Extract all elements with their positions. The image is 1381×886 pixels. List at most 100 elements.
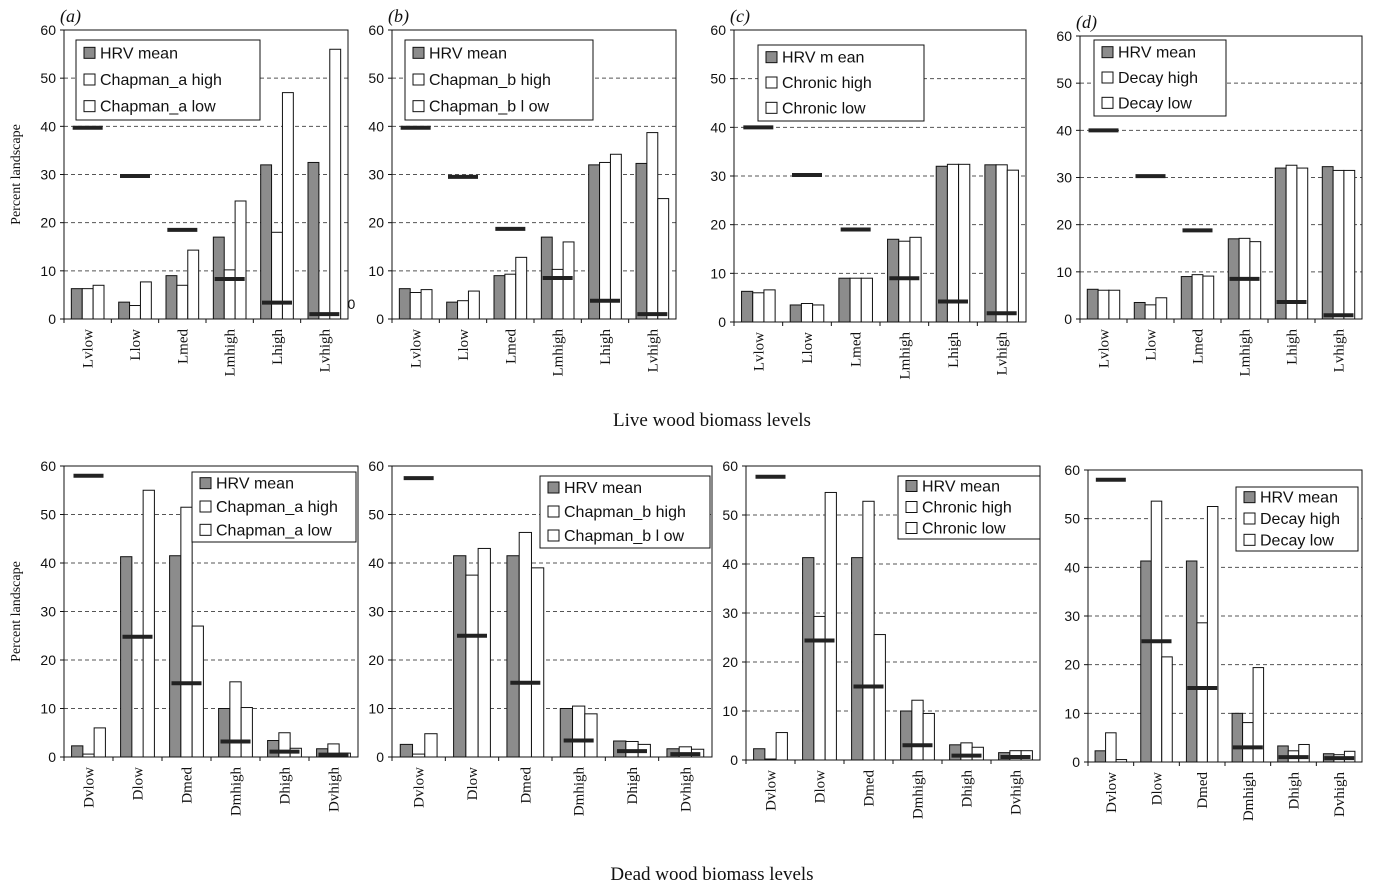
legend-swatch (412, 46, 425, 59)
bar-dmhigh-series-2 (911, 699, 924, 761)
bar-dvlow-series-2 (764, 758, 777, 761)
legend-label: Chronic low (782, 100, 866, 117)
legend: HRV mean Chapman_b high Chapman_b l ow (404, 39, 594, 121)
legend-box (539, 475, 711, 549)
y-tick-label: 50 (722, 507, 738, 523)
y-tick-label: 40 (368, 555, 384, 571)
bar-dvlow-series-1 (71, 745, 84, 758)
bar-lvlow-series-2 (752, 292, 765, 323)
category-label-lvhigh: Lvhigh (317, 329, 333, 373)
bar-dvhigh-series-2 (327, 743, 340, 758)
legend-swatch (1243, 491, 1256, 504)
bar-dmhigh-series-2 (229, 681, 242, 758)
category-label-lvlow: Lvlow (1097, 329, 1113, 368)
bar-lmhigh-series-3 (234, 200, 247, 320)
bar-dlow-series-3 (477, 547, 491, 758)
bar-lmed-series-2 (176, 284, 189, 320)
bar-lmed-series-2 (1191, 274, 1204, 320)
bar-lhigh-series-2 (271, 231, 283, 320)
category-label-dvlow: Dvlow (412, 767, 428, 808)
bar-lvlow-series-1 (1086, 288, 1099, 320)
bar-lmed-series-1 (493, 275, 506, 320)
bar-dhigh-series-1 (613, 740, 627, 758)
y-tick-label: 30 (40, 604, 56, 620)
bar-lvlow-series-3 (763, 289, 776, 323)
bar-lhigh-series-1 (588, 164, 601, 320)
bar-lhigh-series-3 (958, 163, 971, 323)
bar-dmhigh-series-2 (572, 705, 586, 758)
y-tick-label: 50 (1064, 511, 1080, 527)
y-tick-label: 0 (730, 752, 738, 768)
y-tick-label: 0 (48, 749, 56, 765)
category-label-lvhigh: Lvhigh (645, 329, 661, 373)
bar-dmed-series-1 (169, 555, 182, 758)
y-tick-label: 30 (40, 167, 56, 183)
category-label-llow: Llow (1144, 329, 1160, 361)
chart-panels: 0 10 20 30 40 50 60 Percent landscape (a) Lvlow Ll… (9, 6, 1363, 821)
y-tick-label: 60 (40, 22, 56, 38)
bar-llow-series-1 (1133, 301, 1146, 320)
bar-dmed-series-2 (1196, 622, 1208, 763)
bar-lvhigh-series-3 (1343, 169, 1356, 320)
legend-label: Chapman_a low (100, 99, 216, 116)
panel-label: (a) (60, 6, 81, 27)
bar-dmhigh-series-3 (240, 707, 253, 758)
legend-label: Chapman_a high (100, 72, 222, 89)
bar-llow-series-3 (467, 290, 480, 320)
y-tick-label: 20 (1056, 217, 1072, 233)
legend-swatch (83, 46, 96, 59)
y-tick-label: 10 (710, 265, 726, 281)
legend-box (1235, 486, 1359, 552)
legend-box (897, 475, 1041, 540)
chart-panel-6: 0 10 20 30 40 50 60 Dvlow Dlow Dmed Dmhigh Dhigh Dvh… (368, 458, 713, 816)
y-tick-label: 20 (368, 652, 384, 668)
category-label-dvhigh: Dvhigh (1332, 772, 1348, 818)
category-label-lmhigh: Lmhigh (223, 329, 239, 377)
bar-lvlow-series-1 (741, 290, 754, 323)
legend-swatch (1101, 96, 1114, 109)
legend-swatch (905, 501, 918, 513)
bar-lvhigh-series-1 (635, 162, 648, 320)
bar-dvlow-series-3 (775, 732, 788, 761)
legend-swatch (547, 481, 560, 494)
legend-label: Chapman_b l ow (564, 528, 685, 545)
category-label-lmed: Lmed (849, 332, 865, 367)
legend-swatch (83, 100, 96, 113)
y-tick-label: 0 (1072, 754, 1080, 770)
category-label-dmed: Dmed (180, 767, 196, 804)
legend-label: HRV mean (1118, 45, 1196, 62)
y-tick-label: 60 (40, 458, 56, 474)
category-label-dmed: Dmed (518, 767, 534, 804)
y-tick-label: 30 (1064, 608, 1080, 624)
chart-panel-8: 0 10 20 30 40 50 60 Dvlow Dlow Dmed Dmhigh Dhigh Dvh… (1064, 462, 1363, 821)
bar-dmhigh-series-3 (922, 712, 935, 761)
legend-swatch (1101, 71, 1114, 84)
y-tick-label: 10 (368, 263, 384, 279)
bar-dlow-series-3 (1161, 656, 1173, 763)
bar-lmhigh-series-3 (562, 241, 575, 320)
legend: HRV m ean Chronic high Chronic low (757, 44, 925, 122)
legend-label: Chapman_a high (216, 499, 338, 516)
bar-lmed-series-3 (515, 256, 528, 320)
category-label-lvhigh: Lvhigh (995, 332, 1011, 376)
y-tick-label: 30 (368, 167, 384, 183)
bar-dmed-series-3 (191, 625, 204, 758)
y-tick-label: 0 (1064, 311, 1072, 327)
y-tick-label: 50 (40, 70, 56, 86)
category-label-lvhigh: Lvhigh (1332, 329, 1348, 373)
category-label-dlow: Dlow (465, 767, 481, 801)
legend-label: HRV mean (429, 45, 507, 62)
y-tick-label: 10 (368, 701, 384, 717)
bar-dmed-series-2 (862, 500, 875, 761)
category-label-dvhigh: Dvhigh (678, 767, 694, 813)
bar-lvlow-series-2 (81, 288, 94, 320)
y-tick-label: 40 (722, 556, 738, 572)
y-axis-label: Percent landscape (9, 561, 24, 662)
category-label-dhigh: Dhigh (278, 767, 294, 805)
y-tick-label: 40 (40, 555, 56, 571)
bar-dvlow-series-2 (412, 753, 426, 758)
bar-dvlow-series-3 (1115, 759, 1128, 763)
bar-lmed-series-2 (504, 273, 517, 320)
category-label-dmhigh: Dmhigh (911, 770, 927, 820)
y-tick-label: 0 (718, 314, 726, 330)
